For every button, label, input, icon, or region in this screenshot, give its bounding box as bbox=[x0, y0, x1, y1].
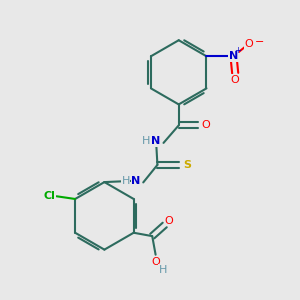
Text: O: O bbox=[201, 120, 210, 130]
Text: N: N bbox=[152, 136, 161, 146]
Text: O: O bbox=[231, 75, 240, 85]
Text: H: H bbox=[159, 265, 167, 275]
Text: N: N bbox=[131, 176, 140, 186]
Text: H: H bbox=[142, 136, 150, 146]
Text: O: O bbox=[165, 216, 173, 226]
Text: S: S bbox=[183, 160, 191, 170]
Text: N: N bbox=[229, 51, 238, 61]
Text: O: O bbox=[245, 39, 254, 49]
Text: Cl: Cl bbox=[43, 190, 55, 201]
Text: H: H bbox=[122, 176, 130, 186]
Text: −: − bbox=[254, 37, 264, 47]
Text: O: O bbox=[151, 257, 160, 267]
Text: +: + bbox=[235, 46, 241, 55]
